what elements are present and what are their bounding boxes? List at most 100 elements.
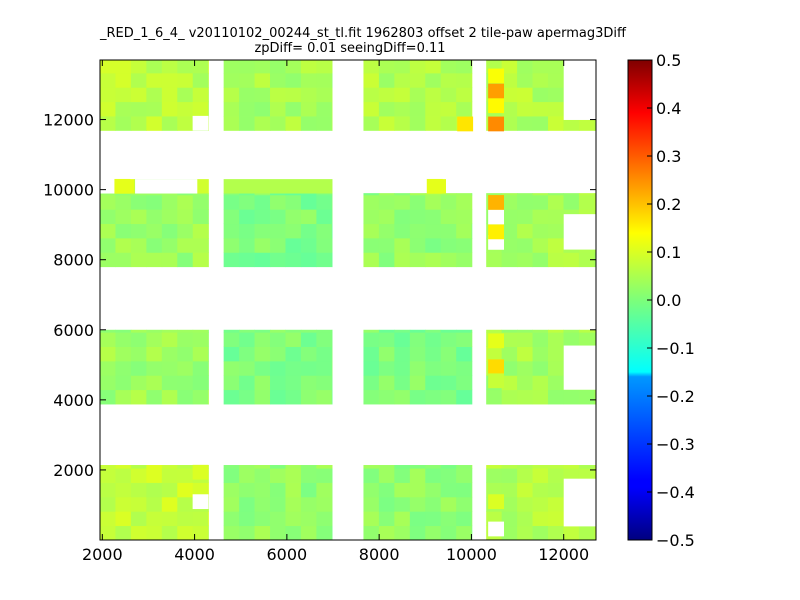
heatmap-cell (548, 237, 564, 253)
heatmap-cell (146, 511, 163, 527)
heatmap-cell (532, 511, 549, 527)
heatmap-cell (316, 511, 333, 527)
heatmap-cell (130, 193, 147, 196)
heatmap-cell (471, 237, 473, 253)
heatmap-cell (394, 101, 411, 117)
heatmap-cell (300, 116, 317, 131)
heatmap-cell (270, 60, 286, 74)
heatmap-cell (316, 468, 333, 483)
heatmap-cell (239, 346, 255, 362)
heatmap-cell (316, 375, 333, 391)
blank-cell (488, 521, 505, 537)
heatmap-cell (300, 389, 317, 405)
heatmap-cell (270, 87, 286, 103)
y-tick-label: 10000 (43, 181, 94, 200)
heatmap-cell (363, 87, 380, 103)
heatmap-cell (425, 329, 442, 333)
heatmap-cell (563, 329, 580, 333)
heatmap-cell (208, 193, 209, 196)
heatmap-cell (130, 223, 147, 239)
heatmap-cell (130, 329, 147, 333)
heatmap-cell (161, 72, 178, 88)
heatmap-cell (100, 389, 116, 405)
heatmap-cell (517, 60, 533, 74)
heatmap-cell (208, 468, 209, 483)
heatmap-cell (501, 468, 518, 483)
heatmap-cell (285, 237, 302, 253)
heatmap-cell (223, 346, 240, 362)
heatmap-cell (208, 223, 209, 239)
heatmap-cell (440, 223, 457, 239)
blank-cell (192, 494, 209, 510)
heatmap-cell (161, 346, 178, 362)
heatmap-cell (100, 329, 116, 333)
heatmap-cell (331, 194, 333, 210)
heatmap-cell (130, 252, 147, 268)
heatmap-cell (363, 332, 380, 347)
plot-frame (99, 59, 597, 541)
heatmap-cell (177, 389, 194, 405)
heatmap-cell (208, 482, 209, 498)
heatmap-cell (115, 72, 132, 88)
heatmap-cell (254, 360, 271, 376)
heatmap-cell (440, 60, 457, 74)
heatmap-cell (517, 252, 533, 268)
heatmap-cell (394, 332, 411, 347)
highlight-cell (488, 98, 505, 114)
heatmap-cell (456, 194, 473, 210)
heatmap-cell (363, 209, 380, 225)
heatmap-cell (192, 525, 209, 541)
heatmap-cell (548, 87, 564, 103)
heatmap-cell (471, 223, 473, 239)
colorbar-tick-label: 0.0 (656, 291, 681, 310)
heatmap-cell (254, 209, 271, 225)
heatmap-cell (192, 101, 209, 117)
heatmap-cell (378, 223, 395, 239)
x-tick-label: 8000 (359, 545, 400, 564)
heatmap-cell (208, 87, 209, 103)
heatmap-cell (300, 193, 317, 196)
heatmap-cell (331, 346, 333, 362)
heatmap-cell (456, 332, 473, 347)
heatmap-cell (239, 389, 255, 405)
heatmap-cell (425, 116, 442, 131)
heatmap-cell (146, 209, 163, 225)
heatmap-cell (192, 346, 209, 362)
colorbar-tick-label: 0.1 (656, 243, 681, 262)
heatmap-cell (425, 525, 442, 541)
heatmap-cell (285, 72, 302, 88)
heatmap-cell (161, 87, 178, 103)
heatmap-cell (239, 209, 255, 225)
heatmap-cell (378, 360, 395, 376)
heatmap-cell (425, 375, 442, 391)
heatmap-cell (161, 223, 178, 239)
heatmap-cell (548, 72, 564, 88)
heatmap-cell (440, 389, 457, 405)
heatmap-cell (578, 193, 595, 196)
heatmap-cell (425, 87, 442, 103)
heatmap-cell (331, 389, 333, 405)
heatmap-cell (378, 496, 395, 512)
heatmap-cell (440, 496, 457, 512)
heatmap-cell (471, 87, 473, 103)
heatmap-cell (394, 346, 411, 362)
heatmap-cell (532, 237, 549, 253)
heatmap-cell (548, 346, 564, 362)
heatmap-cell (208, 511, 209, 527)
heatmap-cell (254, 482, 271, 498)
heatmap-cell (316, 496, 333, 512)
highlight-cell (488, 373, 505, 389)
chart-title-block: _RED_1_6_4_ v20110102_00244_st_tl.fit 19… (100, 26, 626, 56)
heatmap-cell (285, 482, 302, 498)
heatmap-cell (456, 496, 473, 512)
heatmap-cells (100, 60, 597, 541)
heatmap-cell (115, 465, 132, 469)
heatmap-cell (501, 252, 518, 268)
heatmap-cell (440, 116, 457, 131)
heatmap-cell (517, 329, 533, 333)
heatmap-cell (363, 346, 380, 362)
heatmap-cell (331, 375, 333, 391)
heatmap-cell (223, 360, 240, 376)
heatmap-cell (425, 101, 442, 117)
heatmap-cell (456, 346, 473, 362)
